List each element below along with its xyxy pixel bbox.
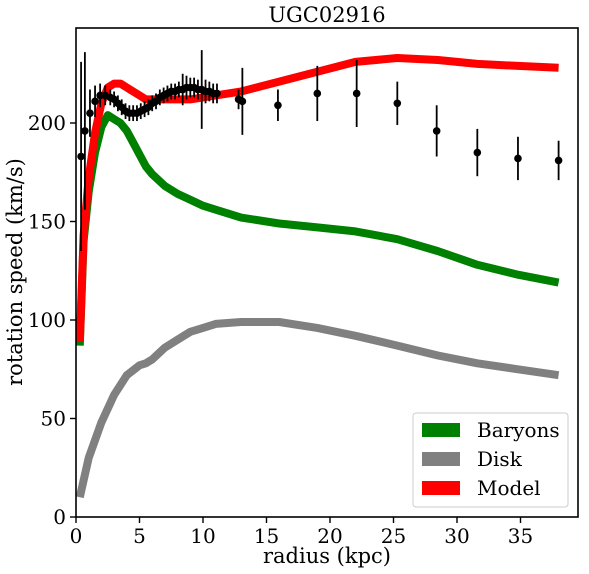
- x-tick-label: 10: [190, 524, 215, 548]
- data-point: [432, 127, 441, 135]
- x-tick-label: 30: [444, 524, 469, 548]
- y-tick-label: 200: [28, 111, 66, 135]
- x-tick-label: 5: [133, 524, 146, 548]
- y-tick-label: 100: [28, 308, 66, 332]
- x-tick-label: 0: [70, 524, 83, 548]
- legend-label-disk: Disk: [477, 447, 523, 471]
- plot-frame: [75, 27, 579, 518]
- data-point: [352, 89, 361, 98]
- data-point: [77, 152, 85, 161]
- x-tick-label: 35: [508, 524, 533, 548]
- axes: 0 5 10 15 20 25 30 35 0 50 100 150 200: [28, 111, 533, 548]
- legend-swatch-baryons: [422, 423, 460, 437]
- data-point: [274, 101, 282, 110]
- y-tick-label: 150: [28, 210, 66, 234]
- data-point: [86, 109, 94, 117]
- data-point: [554, 156, 563, 165]
- y-axis-label: rotation speed (km/s): [3, 158, 27, 386]
- x-axis-label: radius (kpc): [263, 544, 391, 568]
- data-point: [238, 97, 247, 106]
- data-point: [213, 89, 221, 98]
- data-point: [81, 127, 89, 135]
- legend-label-model: Model: [477, 476, 541, 500]
- data-point: [393, 99, 402, 108]
- legend-swatch-disk: [422, 452, 460, 466]
- data-point: [514, 154, 522, 163]
- legend: Baryons Disk Model: [412, 412, 569, 508]
- chart-title: UGC02916: [268, 3, 385, 27]
- legend-swatch-model: [422, 481, 460, 495]
- data-point: [473, 148, 482, 157]
- x-tick-label: 20: [317, 524, 342, 548]
- data-point: [91, 97, 99, 106]
- series-line-disk: [75, 318, 560, 499]
- y-tick-label: 50: [41, 407, 66, 431]
- x-tick-label: 15: [254, 524, 279, 548]
- data-point: [313, 89, 322, 98]
- legend-label-baryons: Baryons: [477, 418, 560, 442]
- x-tick-label: 25: [381, 524, 406, 548]
- y-tick-label: 0: [53, 505, 66, 529]
- series-line-baryons: [75, 111, 560, 346]
